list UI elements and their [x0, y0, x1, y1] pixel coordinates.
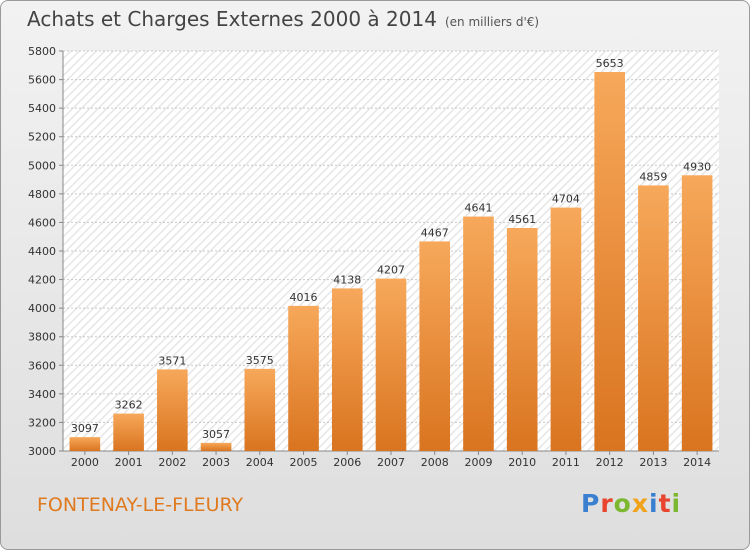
y-tick-label: 3000	[28, 445, 56, 458]
logo-letter: x	[631, 489, 649, 518]
data-label-2013: 4859	[639, 170, 667, 183]
x-tick-label-2005: 2005	[290, 456, 318, 469]
proxiti-logo: Proxiti	[581, 489, 681, 518]
data-label-2008: 4467	[421, 226, 449, 239]
data-label-2003: 3057	[202, 428, 230, 441]
bar-2010	[506, 228, 538, 451]
x-tick-label-2014: 2014	[683, 456, 711, 469]
x-tick-label-2011: 2011	[552, 456, 580, 469]
x-tick-label-2001: 2001	[115, 456, 143, 469]
logo-letter: t	[658, 489, 672, 518]
logo-letter: i	[649, 489, 659, 518]
bar-2013	[638, 185, 669, 451]
x-tick-label-2006: 2006	[333, 456, 361, 469]
bar-2012	[594, 72, 625, 451]
y-tick-label: 5400	[28, 102, 56, 115]
x-tick-label-2003: 2003	[202, 456, 230, 469]
data-label-2002: 3571	[158, 354, 186, 367]
bar-2008	[419, 241, 451, 451]
data-label-2000: 3097	[71, 422, 99, 435]
chart-title: Achats et Charges Externes 2000 à 2014 (e…	[27, 7, 539, 31]
chart-title-unit: (en milliers d'€)	[444, 15, 540, 29]
logo-letter: P	[581, 489, 601, 518]
logo-letter: o	[613, 489, 632, 518]
bar-2006	[331, 288, 363, 451]
y-tick-label: 4800	[28, 188, 56, 201]
bar-2001	[113, 413, 144, 451]
data-label-2009: 4641	[464, 202, 492, 215]
y-tick-label: 5600	[28, 74, 56, 87]
x-tick-label-2009: 2009	[464, 456, 492, 469]
data-label-2014: 4930	[683, 160, 711, 173]
y-tick-label: 4400	[28, 245, 56, 258]
x-tick-label-2002: 2002	[158, 456, 186, 469]
bar-2000	[69, 437, 101, 451]
x-tick-label-2000: 2000	[71, 456, 99, 469]
bar-2007	[375, 278, 407, 451]
logo-letter: i	[671, 489, 682, 518]
y-tick-label: 4600	[28, 216, 56, 229]
y-tick-label: 3600	[28, 359, 56, 372]
x-tick-label-2013: 2013	[639, 456, 667, 469]
bar-2005	[288, 305, 319, 451]
logo-letter: r	[600, 489, 614, 518]
data-label-2010: 4561	[508, 213, 536, 226]
y-tick-label: 4000	[28, 302, 56, 315]
x-tick-label-2012: 2012	[596, 456, 624, 469]
bar-2011	[550, 207, 582, 451]
y-tick-label: 5200	[28, 131, 56, 144]
data-label-2005: 4016	[290, 291, 318, 304]
y-tick-label: 4200	[28, 274, 56, 287]
data-label-2011: 4704	[552, 193, 580, 206]
x-tick-label-2004: 2004	[246, 456, 274, 469]
y-tick-label: 5800	[28, 45, 56, 58]
bar-2014	[681, 175, 713, 452]
y-tick-label: 3400	[28, 388, 56, 401]
x-tick-label-2010: 2010	[508, 456, 536, 469]
data-label-2001: 3262	[115, 399, 143, 412]
data-label-2004: 3575	[246, 354, 274, 367]
data-label-2012: 5653	[596, 57, 624, 70]
y-tick-label: 3200	[28, 416, 56, 429]
bar-2004	[244, 368, 276, 451]
bar-2002	[157, 369, 188, 451]
y-tick-label: 3800	[28, 331, 56, 344]
data-label-2007: 4207	[377, 264, 405, 277]
bar-2003	[200, 442, 232, 451]
x-tick-label-2008: 2008	[421, 456, 449, 469]
data-label-2006: 4138	[333, 273, 361, 286]
chart-title-main: Achats et Charges Externes 2000 à 2014	[27, 7, 437, 31]
x-tick-label-2007: 2007	[377, 456, 405, 469]
bar-2009	[463, 216, 494, 451]
y-tick-label: 5000	[28, 159, 56, 172]
location-name: FONTENAY-LE-FLEURY	[37, 494, 244, 516]
